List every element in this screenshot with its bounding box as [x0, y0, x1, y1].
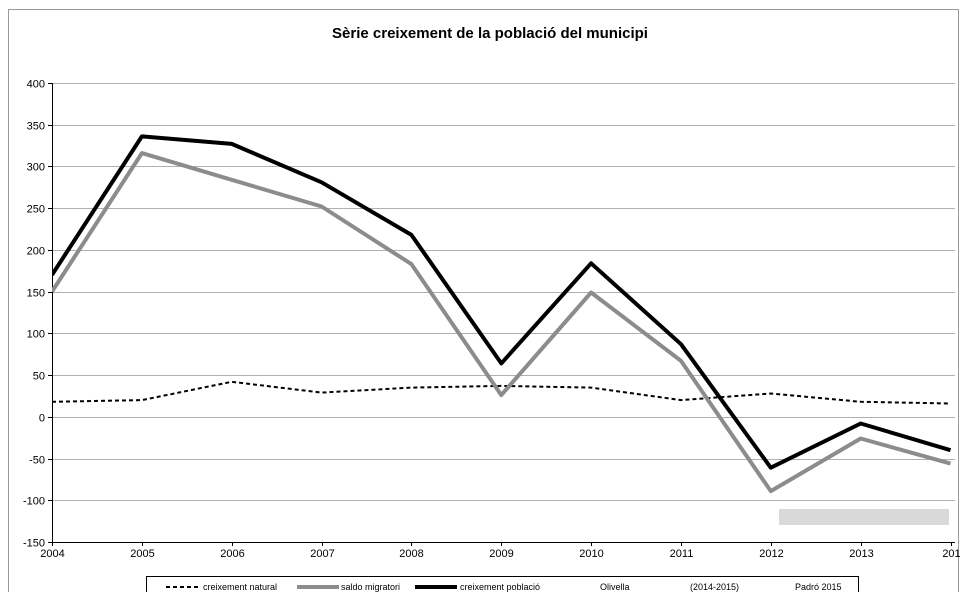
x-tick-label: 2012	[759, 548, 783, 560]
legend-label-creixement-poblacio: creixement població	[460, 582, 540, 592]
y-tick-label: -50	[29, 455, 45, 467]
y-axis-ticks: 400 350 300 250 200 150 100 50 0 -50 -100 -150	[23, 79, 52, 550]
gray-placeholder-box	[779, 509, 949, 525]
series-creixement-natural	[52, 380, 951, 405]
x-tick-label: 2011	[670, 548, 694, 560]
series-lines	[52, 134, 952, 494]
legend-source: Padró 2015	[795, 582, 842, 592]
series-creixement-poblacio	[52, 134, 952, 470]
y-tick-label: 150	[27, 288, 45, 300]
y-tick-label: 400	[27, 79, 45, 91]
y-tick-label: -150	[23, 538, 45, 550]
legend-label-creixement-natural: creixement natural	[203, 582, 277, 592]
legend-municipality: Olivella	[600, 582, 630, 592]
x-tick-label: 201	[942, 548, 960, 560]
y-tick-label: 200	[27, 246, 45, 258]
legend-period: (2014-2015)	[690, 582, 739, 592]
y-tick-label: 0	[39, 413, 45, 425]
x-tick-label: 2009	[489, 548, 513, 560]
chart-border	[8, 9, 959, 592]
chart-title: Sèrie creixement de la població del muni…	[332, 25, 648, 42]
y-tick-label: 300	[27, 162, 45, 174]
x-tick-label: 2007	[310, 548, 334, 560]
x-tick-label: 2004	[40, 548, 64, 560]
x-tick-label: 2006	[220, 548, 244, 560]
legend-label-saldo-migratori: saldo migratori	[341, 582, 400, 592]
y-tick-label: 100	[27, 329, 45, 341]
x-tick-label: 2005	[130, 548, 154, 560]
y-tick-label: 250	[27, 204, 45, 216]
x-tick-label: 2010	[579, 548, 603, 560]
y-tick-label: 350	[27, 121, 45, 133]
y-tick-label: 50	[33, 371, 45, 383]
x-tick-label: 2013	[849, 548, 873, 560]
x-tick-label: 2008	[399, 548, 423, 560]
y-tick-label: -100	[23, 496, 45, 508]
legend: creixement natural saldo migratori creix…	[146, 576, 859, 592]
series-saldo-migratori	[52, 151, 952, 494]
axes	[52, 83, 955, 543]
x-axis-ticks: 2004 2005 2006 2007 2008 2009 2010 2011 2012 2013…	[40, 542, 960, 560]
